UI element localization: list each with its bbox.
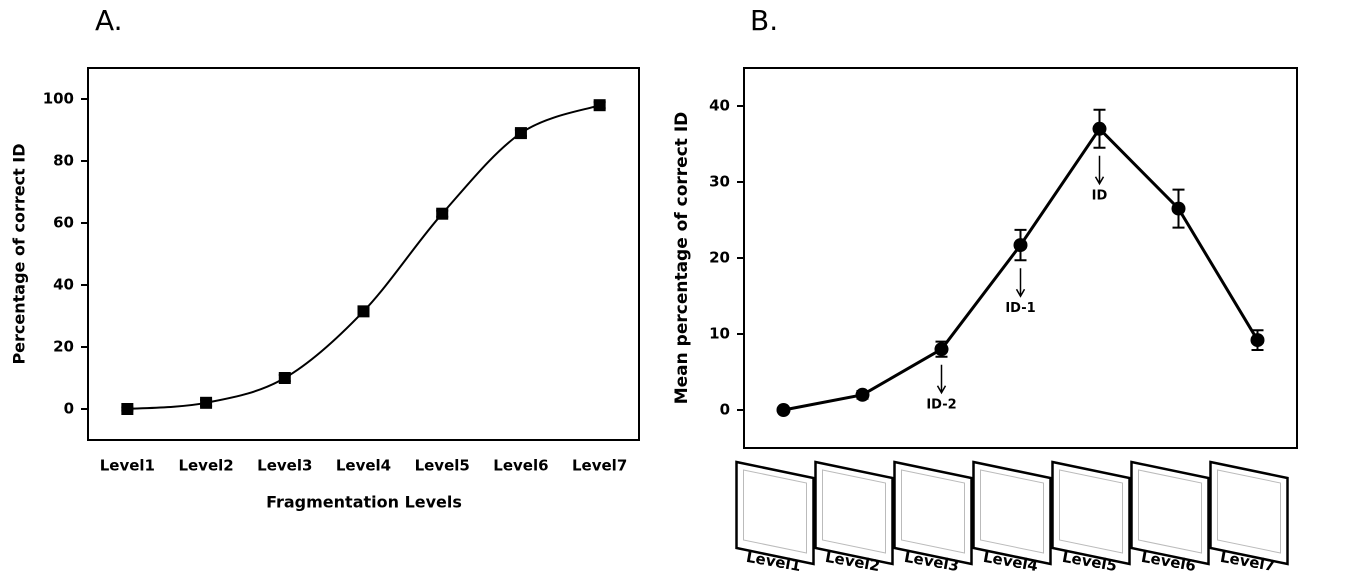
y-tick-label: 0 — [720, 401, 730, 419]
stimulus-image — [1217, 469, 1281, 554]
data-point — [855, 387, 870, 402]
y-tick-label: 40 — [53, 276, 74, 294]
data-point — [593, 99, 606, 112]
panel-label: B. — [750, 4, 778, 37]
annotation-arrow — [1094, 155, 1105, 186]
y-axis-label: Percentage of correct ID — [10, 143, 29, 364]
panel-label: A. — [95, 4, 123, 37]
y-tick-label: 80 — [53, 152, 74, 170]
y-tick-label: 30 — [709, 173, 730, 191]
y-tick-label: 10 — [709, 325, 730, 343]
y-tick-label: 40 — [709, 97, 730, 115]
y-tick-label: 0 — [64, 400, 74, 418]
data-point — [278, 372, 291, 384]
plot-frame — [87, 67, 640, 441]
stimulus-image — [822, 469, 886, 554]
x-axis-label: Fragmentation Levels — [266, 493, 462, 512]
x-tick-label: Level2 — [178, 457, 233, 475]
data-point — [1171, 201, 1186, 216]
y-tick-label: 20 — [709, 249, 730, 267]
data-point — [200, 396, 213, 409]
data-point — [1013, 238, 1028, 253]
stimulus-image — [1059, 469, 1123, 554]
data-point — [776, 403, 791, 417]
annotation: ID — [1092, 188, 1108, 203]
x-tick-label: Level6 — [493, 457, 548, 475]
annotation-arrow — [936, 364, 947, 395]
annotation-arrow — [1015, 268, 1026, 298]
y-tick-label: 20 — [53, 338, 74, 356]
series-line — [127, 104, 600, 410]
data-point — [121, 403, 134, 415]
stimulus-image — [743, 469, 807, 554]
data-point — [436, 207, 449, 220]
data-point — [1250, 333, 1265, 348]
x-tick-label: Level3 — [257, 457, 312, 475]
y-axis-label: Mean percentage of correct ID — [672, 112, 692, 405]
x-tick-label: Level5 — [415, 457, 470, 475]
x-tick-label: Level4 — [336, 457, 391, 475]
y-tick-label: 100 — [43, 90, 74, 108]
data-point — [357, 305, 370, 318]
annotation: ID-1 — [1005, 301, 1035, 316]
data-point — [514, 127, 527, 140]
data-point — [1092, 121, 1107, 136]
y-tick-label: 60 — [53, 214, 74, 232]
x-tick-label: Level7 — [572, 457, 627, 475]
x-tick-label: Level1 — [100, 457, 155, 475]
stimulus-image — [980, 469, 1044, 554]
stimulus-image — [901, 469, 965, 554]
stimulus-image — [1138, 469, 1202, 554]
annotation: ID-2 — [926, 397, 956, 412]
data-point — [934, 342, 949, 357]
